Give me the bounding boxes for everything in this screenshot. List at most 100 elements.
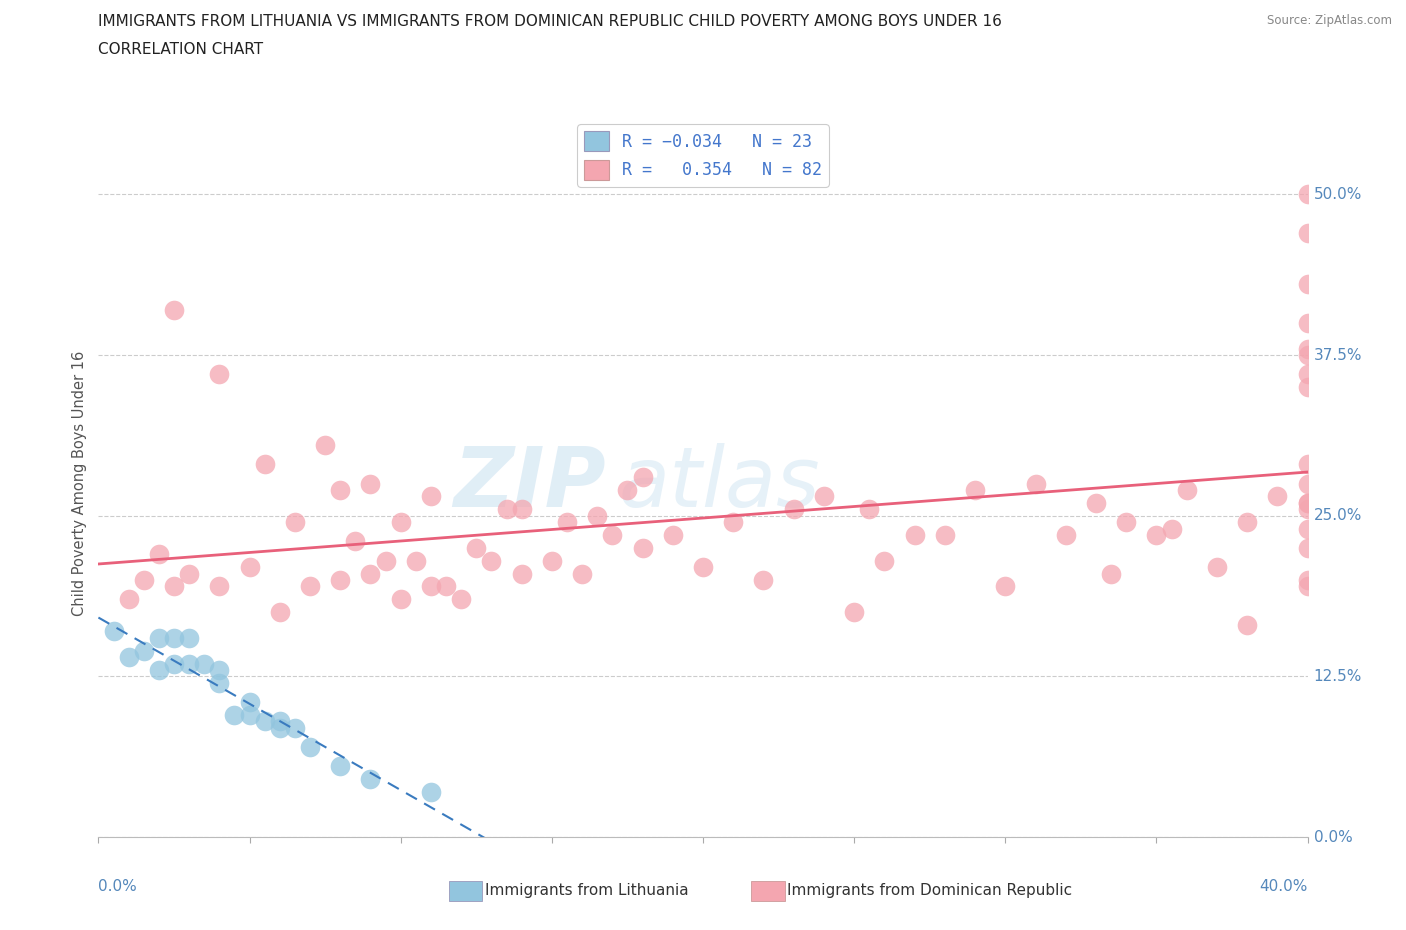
Point <box>239 695 262 710</box>
Point <box>269 721 291 736</box>
Text: 0.0%: 0.0% <box>1313 830 1353 844</box>
Point <box>1024 476 1046 491</box>
Point <box>510 502 533 517</box>
Point <box>177 631 201 645</box>
Point <box>465 540 488 555</box>
Text: 25.0%: 25.0% <box>1313 508 1362 524</box>
Text: atlas: atlas <box>619 443 820 525</box>
Text: 40.0%: 40.0% <box>1260 880 1308 895</box>
Point <box>269 604 291 619</box>
Text: 37.5%: 37.5% <box>1313 348 1362 363</box>
Point <box>389 591 412 606</box>
Point <box>1296 496 1319 511</box>
Point <box>118 650 141 665</box>
Text: 50.0%: 50.0% <box>1313 187 1362 202</box>
Point <box>1296 457 1319 472</box>
Text: Source: ZipAtlas.com: Source: ZipAtlas.com <box>1267 14 1392 27</box>
Point <box>782 502 804 517</box>
Point <box>253 457 276 472</box>
Point <box>1160 521 1182 536</box>
Point <box>1085 496 1108 511</box>
Point <box>1236 514 1258 529</box>
Point <box>1265 489 1288 504</box>
Text: 12.5%: 12.5% <box>1313 669 1362 684</box>
Text: Immigrants from Dominican Republic: Immigrants from Dominican Republic <box>787 884 1073 898</box>
Point <box>269 714 291 729</box>
Point <box>148 547 170 562</box>
Point <box>1115 514 1137 529</box>
Point <box>994 579 1017 594</box>
Point <box>1296 226 1319 241</box>
Point <box>118 591 141 606</box>
Point <box>1296 187 1319 202</box>
Point <box>163 631 186 645</box>
Point <box>1175 483 1198 498</box>
Point <box>631 540 654 555</box>
Point <box>1206 560 1229 575</box>
Point <box>844 604 866 619</box>
Point <box>360 566 382 581</box>
Point <box>813 489 835 504</box>
Point <box>329 573 352 588</box>
Point <box>360 772 382 787</box>
Point <box>1296 540 1319 555</box>
Point <box>299 739 322 754</box>
Point <box>1054 527 1077 542</box>
Point <box>1296 573 1319 588</box>
Point <box>163 656 186 671</box>
Point <box>434 579 457 594</box>
Point <box>163 302 186 317</box>
Point <box>344 534 367 549</box>
Text: CORRELATION CHART: CORRELATION CHART <box>98 42 263 57</box>
Point <box>177 656 201 671</box>
Point <box>132 644 155 658</box>
Text: ZIP: ZIP <box>454 443 606 525</box>
Point <box>934 527 956 542</box>
Point <box>752 573 775 588</box>
Point <box>208 675 231 690</box>
Point <box>148 631 170 645</box>
Point <box>1296 315 1319 330</box>
Point <box>555 514 578 529</box>
Point <box>510 566 533 581</box>
Point <box>1296 341 1319 356</box>
Point <box>1296 521 1319 536</box>
Point <box>661 527 683 542</box>
Point <box>419 489 441 504</box>
Point <box>1099 566 1122 581</box>
Point <box>284 721 307 736</box>
Point <box>284 514 307 529</box>
Point <box>132 573 155 588</box>
Point <box>873 553 896 568</box>
Point <box>616 483 638 498</box>
Point <box>586 509 609 524</box>
Point <box>239 708 262 723</box>
Point <box>208 367 231 382</box>
Point <box>224 708 246 723</box>
Point <box>1296 367 1319 382</box>
Point <box>148 662 170 677</box>
Point <box>495 502 517 517</box>
Text: 0.0%: 0.0% <box>98 880 138 895</box>
Point <box>208 579 231 594</box>
Point <box>1296 476 1319 491</box>
Point <box>419 579 441 594</box>
Point <box>360 476 382 491</box>
Point <box>329 483 352 498</box>
Point <box>692 560 714 575</box>
Point <box>103 624 125 639</box>
Text: Immigrants from Lithuania: Immigrants from Lithuania <box>485 884 689 898</box>
Point <box>419 785 441 800</box>
Point <box>163 579 186 594</box>
Point <box>1296 502 1319 517</box>
Point <box>540 553 562 568</box>
Point <box>1236 618 1258 632</box>
Point <box>721 514 744 529</box>
Point <box>374 553 396 568</box>
Point <box>389 514 412 529</box>
Point <box>193 656 215 671</box>
Legend: R = −0.034   N = 23, R =   0.354   N = 82: R = −0.034 N = 23, R = 0.354 N = 82 <box>578 125 828 187</box>
Point <box>1296 379 1319 394</box>
Point <box>450 591 472 606</box>
Point <box>405 553 427 568</box>
